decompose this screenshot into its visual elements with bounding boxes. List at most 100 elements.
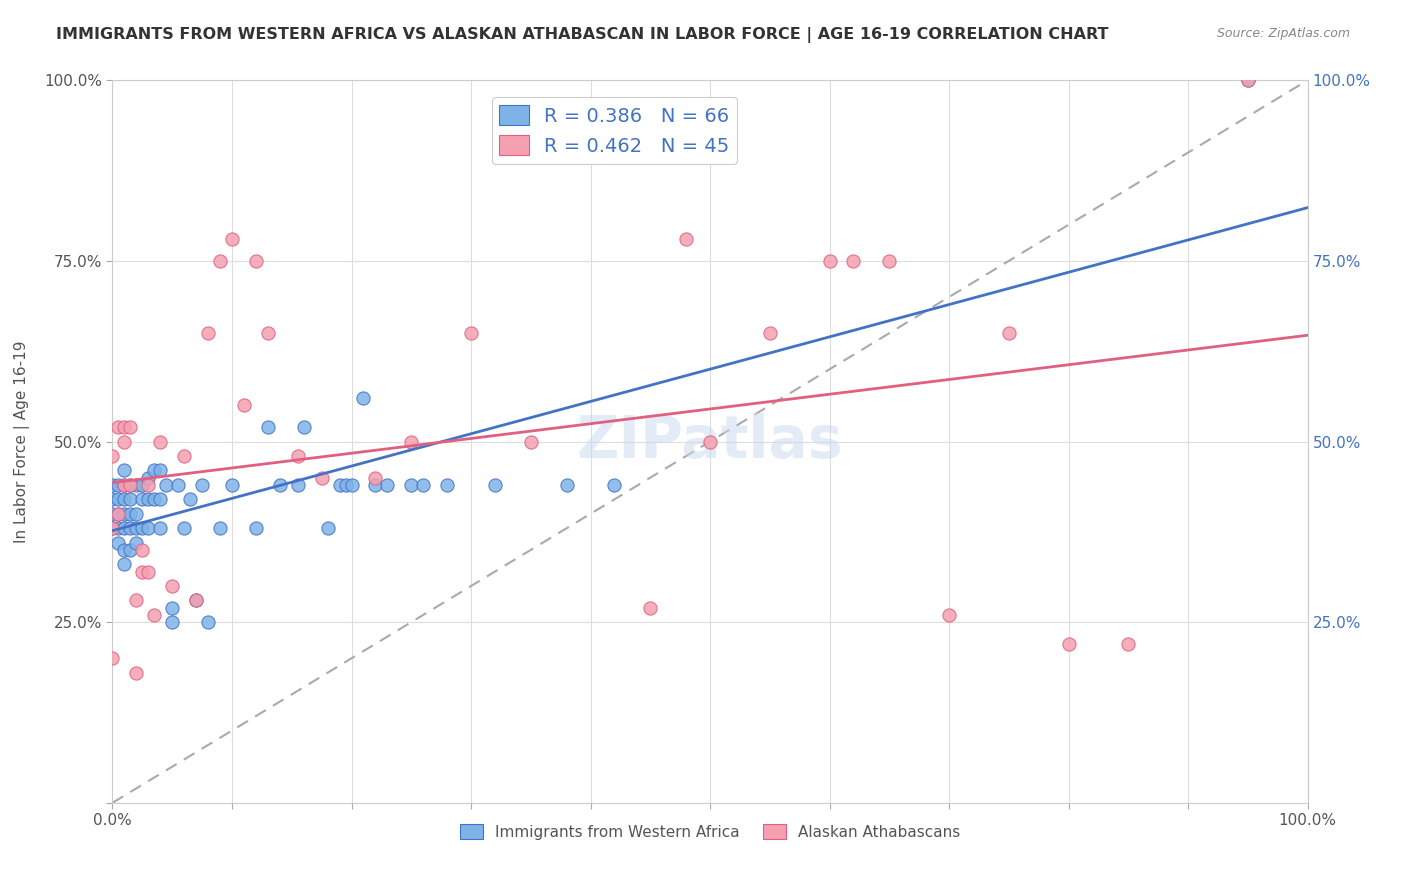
Point <box>209 521 232 535</box>
Point <box>125 521 148 535</box>
Point <box>245 521 267 535</box>
Point <box>316 521 339 535</box>
Point <box>107 507 129 521</box>
Point <box>311 470 333 484</box>
Point <box>1237 73 1260 87</box>
Point <box>143 492 166 507</box>
Point <box>675 232 697 246</box>
Point <box>269 478 291 492</box>
Point <box>221 232 243 246</box>
Point <box>131 565 153 579</box>
Point <box>484 478 506 492</box>
Point <box>155 478 177 492</box>
Point <box>759 326 782 340</box>
Point <box>114 542 135 557</box>
Point <box>162 579 183 593</box>
Point <box>114 521 135 535</box>
Point <box>257 326 280 340</box>
Point <box>377 478 399 492</box>
Point <box>842 253 865 268</box>
Point <box>292 420 315 434</box>
Point <box>125 507 148 521</box>
Point <box>120 478 142 492</box>
Point <box>101 521 124 535</box>
Point <box>138 478 160 492</box>
Point <box>191 478 214 492</box>
Point <box>107 521 129 535</box>
Point <box>125 593 148 607</box>
Point <box>209 253 232 268</box>
Text: Source: ZipAtlas.com: Source: ZipAtlas.com <box>1216 27 1350 40</box>
Point <box>245 253 267 268</box>
Point <box>149 434 172 449</box>
Point <box>125 535 148 549</box>
Point <box>149 492 172 507</box>
Point <box>186 593 208 607</box>
Point <box>107 478 129 492</box>
Point <box>1057 637 1080 651</box>
Point <box>167 478 190 492</box>
Point <box>138 565 160 579</box>
Point <box>131 492 153 507</box>
Point <box>143 607 166 622</box>
Point <box>412 478 434 492</box>
Point <box>1118 637 1140 651</box>
Point <box>186 593 208 607</box>
Point <box>364 478 387 492</box>
Point <box>520 434 543 449</box>
Point <box>998 326 1021 340</box>
Point <box>114 434 135 449</box>
Point <box>114 558 135 572</box>
Point <box>179 492 201 507</box>
Legend: Immigrants from Western Africa, Alaskan Athabascans: Immigrants from Western Africa, Alaskan … <box>454 818 966 846</box>
Point <box>460 326 482 340</box>
Point <box>101 449 124 463</box>
Point <box>138 470 160 484</box>
Point <box>640 600 662 615</box>
Point <box>401 434 423 449</box>
Point <box>335 478 357 492</box>
Point <box>197 615 219 630</box>
Point <box>149 463 172 477</box>
Point <box>131 478 153 492</box>
Point <box>131 542 153 557</box>
Point <box>125 478 148 492</box>
Point <box>603 478 626 492</box>
Point <box>197 326 219 340</box>
Text: ZIPatlas: ZIPatlas <box>576 413 844 470</box>
Point <box>120 492 142 507</box>
Point <box>879 253 901 268</box>
Point <box>101 521 124 535</box>
Point <box>143 463 166 477</box>
Point <box>233 398 256 412</box>
Point <box>340 478 363 492</box>
Point <box>120 420 142 434</box>
Point <box>436 478 458 492</box>
Point <box>699 434 721 449</box>
Point <box>352 391 374 405</box>
Point <box>131 521 153 535</box>
Point <box>401 478 423 492</box>
Point <box>287 478 309 492</box>
Point <box>114 478 135 492</box>
Point <box>120 507 142 521</box>
Point <box>555 478 578 492</box>
Point <box>257 420 280 434</box>
Point <box>114 507 135 521</box>
Point <box>114 463 135 477</box>
Point <box>107 507 129 521</box>
Point <box>120 521 142 535</box>
Point <box>138 521 160 535</box>
Point <box>329 478 352 492</box>
Point <box>101 492 124 507</box>
Text: IMMIGRANTS FROM WESTERN AFRICA VS ALASKAN ATHABASCAN IN LABOR FORCE | AGE 16-19 : IMMIGRANTS FROM WESTERN AFRICA VS ALASKA… <box>56 27 1109 43</box>
Point <box>364 470 387 484</box>
Point <box>173 449 195 463</box>
Point <box>173 521 195 535</box>
Point <box>114 478 135 492</box>
Point <box>107 420 129 434</box>
Point <box>1237 73 1260 87</box>
Point <box>114 420 135 434</box>
Point <box>101 507 124 521</box>
Point <box>221 478 243 492</box>
